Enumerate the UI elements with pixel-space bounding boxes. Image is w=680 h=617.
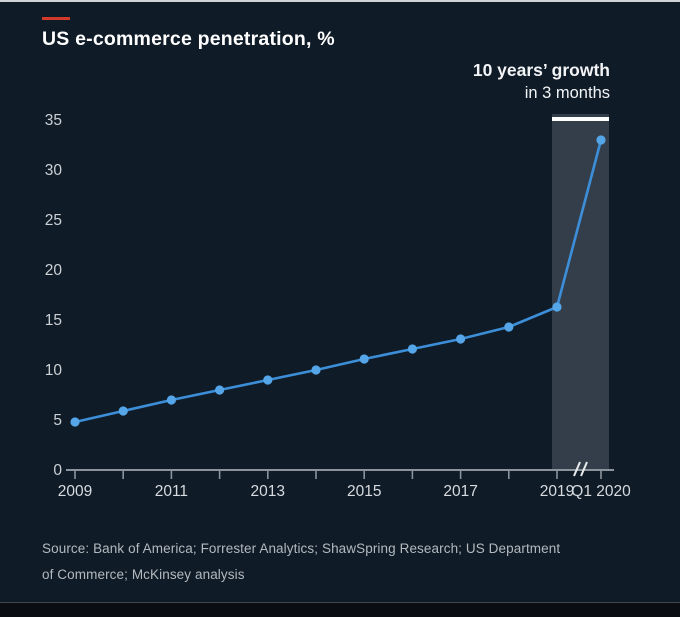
data-point bbox=[359, 354, 369, 364]
highlight-annotation: 10 years’ growth in 3 months bbox=[473, 58, 610, 104]
source-note: Source: Bank of America; Forrester Analy… bbox=[42, 536, 560, 588]
data-point bbox=[456, 334, 466, 344]
annotation-line1: 10 years’ growth bbox=[472, 60, 610, 80]
x-tick-label: 2009 bbox=[58, 483, 92, 500]
source-line2: of Commerce; McKinsey analysis bbox=[42, 567, 245, 582]
y-tick-label: 35 bbox=[45, 112, 62, 129]
axis-break-slash bbox=[580, 461, 588, 477]
data-point bbox=[596, 135, 606, 145]
x-tick-label: 2011 bbox=[155, 483, 188, 500]
data-point bbox=[118, 406, 128, 416]
bottom-strip bbox=[0, 602, 680, 617]
data-point bbox=[311, 365, 321, 375]
y-tick-label: 0 bbox=[53, 462, 62, 479]
x-tick-label: 2013 bbox=[251, 483, 285, 500]
chart-title: US e-commerce penetration, % bbox=[42, 28, 335, 50]
x-tick-label: 2015 bbox=[347, 483, 381, 500]
annotation-line2: in 3 months bbox=[524, 84, 610, 102]
y-tick-label: 15 bbox=[45, 312, 62, 329]
data-point bbox=[215, 385, 225, 395]
y-tick-label: 20 bbox=[45, 262, 63, 279]
y-tick-label: 10 bbox=[45, 362, 63, 379]
data-point bbox=[70, 417, 80, 427]
data-line bbox=[73, 138, 603, 424]
source-line1: Source: Bank of America; Forrester Analy… bbox=[42, 541, 561, 556]
y-tick-label: 30 bbox=[45, 162, 63, 179]
axis-break-slash bbox=[573, 461, 581, 477]
data-point bbox=[504, 322, 514, 332]
x-tick-label: Q1 2020 bbox=[571, 483, 631, 500]
x-tick-label: 2019 bbox=[540, 483, 574, 500]
data-point bbox=[166, 395, 176, 405]
data-point bbox=[407, 344, 417, 354]
x-tick-label: 2017 bbox=[443, 483, 477, 500]
data-point bbox=[263, 375, 273, 385]
y-tick-label: 25 bbox=[45, 212, 62, 229]
highlight-band-marker bbox=[552, 117, 609, 121]
data-point bbox=[552, 302, 562, 312]
title-accent-dash bbox=[42, 17, 70, 20]
y-tick-label: 5 bbox=[53, 412, 62, 429]
